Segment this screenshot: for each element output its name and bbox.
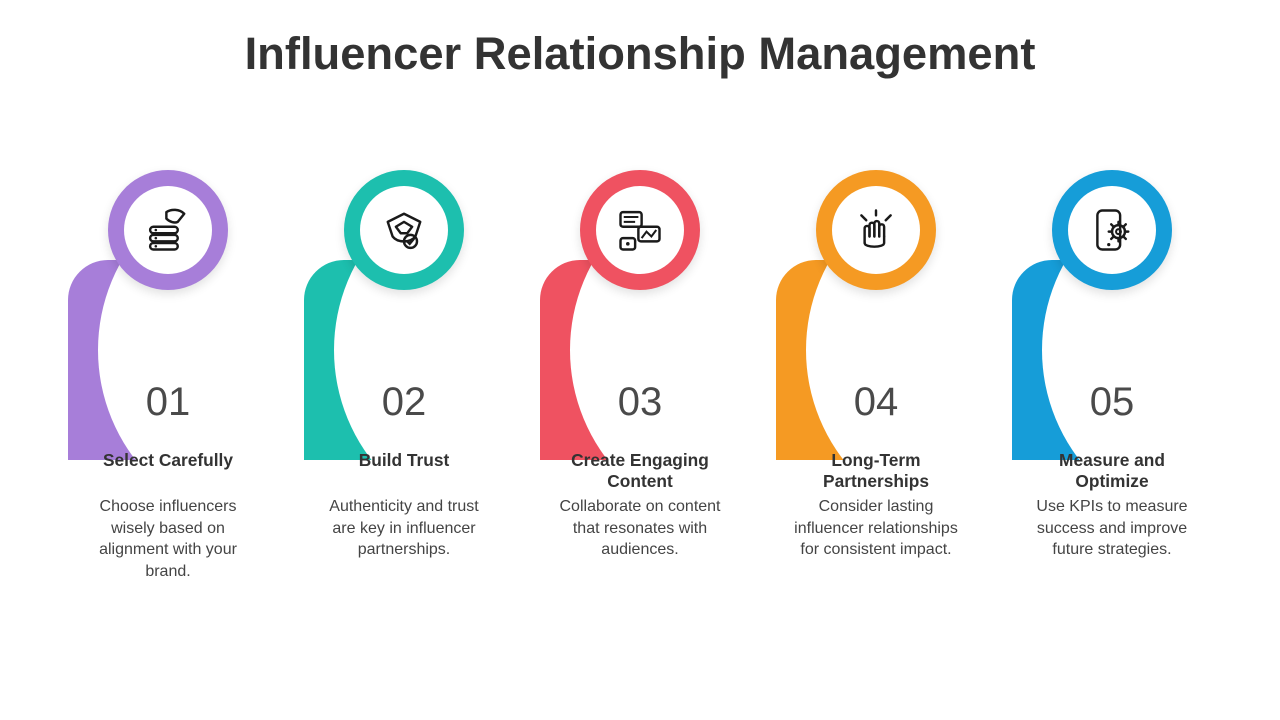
cards-row: 01 Select Carefully Choose influencers w… bbox=[60, 180, 1220, 610]
card-description: Collaborate on content that resonates wi… bbox=[556, 496, 724, 561]
hands-together-icon bbox=[850, 204, 902, 256]
icon-circle bbox=[108, 170, 228, 290]
card-5: 05 Measure and Optimize Use KPIs to meas… bbox=[1012, 180, 1212, 610]
icon-circle bbox=[580, 170, 700, 290]
card-description: Use KPIs to measure success and improve … bbox=[1028, 496, 1196, 561]
card-subtitle: Create Engaging Content bbox=[556, 450, 724, 492]
slide: Influencer Relationship Management 01 Se… bbox=[0, 0, 1280, 720]
card-2: 02 Build Trust Authenticity and trust ar… bbox=[304, 180, 504, 610]
card-accent bbox=[776, 260, 976, 460]
card-accent bbox=[68, 260, 268, 460]
card-number: 03 bbox=[540, 380, 740, 425]
icon-circle bbox=[816, 170, 936, 290]
card-4: 04 Long-Term Partnerships Consider lasti… bbox=[776, 180, 976, 610]
card-subtitle: Long-Term Partnerships bbox=[792, 450, 960, 492]
card-accent bbox=[1012, 260, 1212, 460]
card-description: Authenticity and trust are key in influe… bbox=[320, 496, 488, 561]
card-number: 01 bbox=[68, 380, 268, 425]
mobile-gear-icon bbox=[1086, 204, 1138, 256]
card-accent bbox=[540, 260, 740, 460]
slide-title: Influencer Relationship Management bbox=[0, 28, 1280, 80]
icon-circle bbox=[1052, 170, 1172, 290]
content-cards-icon bbox=[614, 204, 666, 256]
card-3: 03 Create Engaging Content Collaborate o… bbox=[540, 180, 740, 610]
card-subtitle: Measure and Optimize bbox=[1028, 450, 1196, 492]
card-number: 02 bbox=[304, 380, 504, 425]
card-description: Consider lasting influencer relationship… bbox=[792, 496, 960, 561]
card-number: 05 bbox=[1012, 380, 1212, 425]
card-accent bbox=[304, 260, 504, 460]
card-number: 04 bbox=[776, 380, 976, 425]
icon-circle bbox=[344, 170, 464, 290]
handshake-shield-icon bbox=[378, 204, 430, 256]
card-subtitle: Build Trust bbox=[320, 450, 488, 471]
database-hand-icon bbox=[142, 204, 194, 256]
card-subtitle: Select Carefully bbox=[84, 450, 252, 471]
card-1: 01 Select Carefully Choose influencers w… bbox=[68, 180, 268, 610]
card-description: Choose influencers wisely based on align… bbox=[84, 496, 252, 582]
